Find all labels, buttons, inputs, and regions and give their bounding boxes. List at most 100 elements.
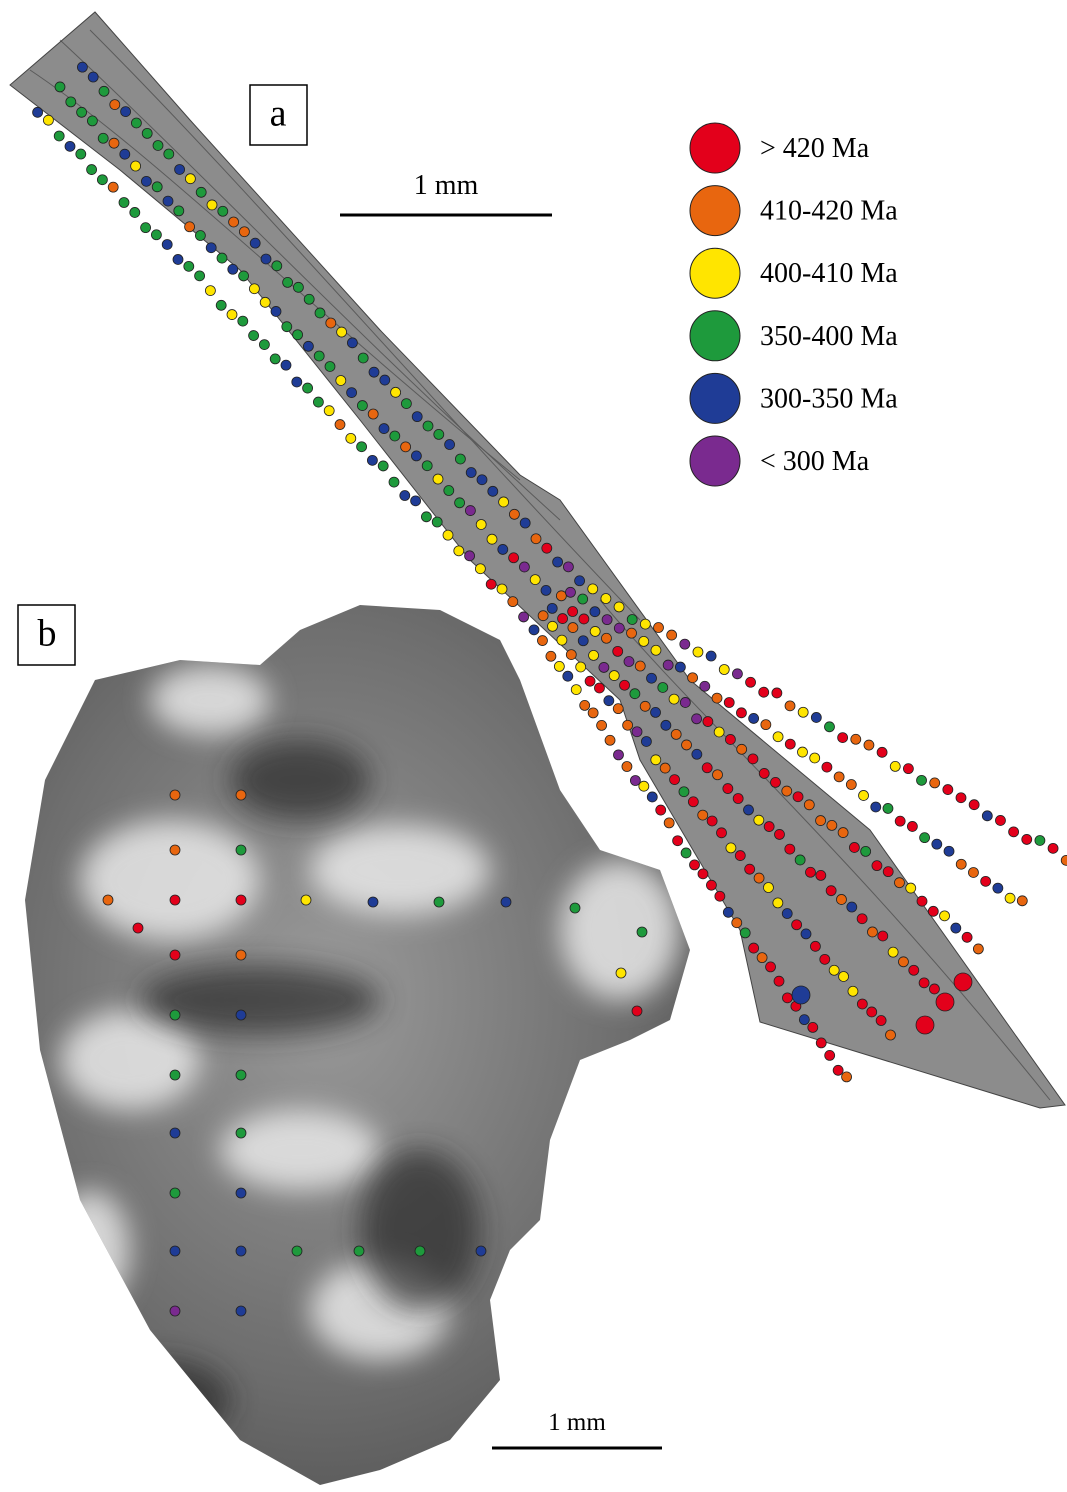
spot xyxy=(410,450,422,462)
spot xyxy=(634,660,646,672)
spot xyxy=(237,315,249,327)
spot xyxy=(798,1014,810,1026)
spot xyxy=(598,662,610,673)
spot xyxy=(655,804,667,816)
spot xyxy=(367,408,379,420)
spot xyxy=(943,845,955,857)
spot xyxy=(739,927,751,939)
spot xyxy=(205,242,217,254)
spot xyxy=(929,777,941,789)
spot xyxy=(955,858,967,870)
legend-label: 400-410 Ma xyxy=(760,258,898,289)
spot xyxy=(556,634,568,646)
spot xyxy=(235,949,247,961)
spot xyxy=(281,321,293,333)
spot xyxy=(885,1029,896,1041)
spot xyxy=(183,260,195,272)
spot xyxy=(846,901,858,913)
spot xyxy=(108,137,120,149)
spot xyxy=(323,405,335,417)
spot xyxy=(227,263,239,275)
legend-swatch xyxy=(689,122,741,174)
spot xyxy=(819,953,831,965)
spot xyxy=(442,529,454,541)
spot xyxy=(567,606,579,617)
spot xyxy=(705,650,717,662)
spot xyxy=(753,872,765,884)
spot xyxy=(235,894,247,906)
spot xyxy=(150,229,162,241)
spot xyxy=(641,736,652,747)
spot xyxy=(732,793,744,804)
spot xyxy=(601,614,613,626)
spot xyxy=(65,96,77,108)
spot xyxy=(856,913,868,925)
spot xyxy=(725,842,737,854)
spot xyxy=(968,867,979,878)
spot xyxy=(1047,842,1059,854)
scale-label: 1 mm xyxy=(548,1409,606,1436)
spot xyxy=(629,775,641,786)
spot xyxy=(918,977,930,989)
spot xyxy=(942,784,954,795)
spot xyxy=(894,815,906,827)
spot xyxy=(577,635,589,647)
spot xyxy=(130,117,142,129)
spot xyxy=(169,789,181,801)
spot xyxy=(530,533,542,545)
spot xyxy=(378,423,390,434)
spot xyxy=(797,746,808,758)
spot xyxy=(863,739,875,751)
spot xyxy=(588,649,599,661)
spot xyxy=(748,713,760,724)
spot xyxy=(691,748,703,760)
spot xyxy=(53,130,65,142)
spot xyxy=(815,1037,827,1049)
spot xyxy=(162,195,174,207)
spot xyxy=(939,910,950,922)
spot xyxy=(927,905,939,917)
spot xyxy=(824,721,835,733)
spot xyxy=(356,441,368,453)
spot xyxy=(465,467,477,478)
spot xyxy=(756,952,768,964)
spot xyxy=(570,684,582,696)
spot xyxy=(271,260,283,272)
spot xyxy=(130,160,142,172)
spot xyxy=(388,476,400,488)
spot xyxy=(803,799,815,811)
spot xyxy=(646,672,657,684)
spot xyxy=(587,707,599,719)
spot xyxy=(1016,895,1028,907)
spot xyxy=(312,396,324,408)
spot xyxy=(646,791,658,803)
sample-b xyxy=(25,605,690,1485)
spot xyxy=(194,270,206,282)
spot xyxy=(870,801,882,813)
spot xyxy=(765,961,776,973)
spot xyxy=(565,586,576,598)
spot xyxy=(662,659,674,671)
spot xyxy=(574,575,585,587)
legend: > 420 Ma 410-420 Ma 400-410 Ma 350-400 Ma 30… xyxy=(689,122,898,487)
spot xyxy=(357,352,369,364)
spot xyxy=(613,749,624,761)
spot xyxy=(784,738,796,750)
spot xyxy=(184,221,196,233)
spot xyxy=(935,992,955,1012)
spot xyxy=(826,819,838,831)
spot xyxy=(485,578,497,590)
spot xyxy=(345,432,357,444)
spot xyxy=(356,400,368,411)
spot xyxy=(876,746,888,758)
spot xyxy=(537,635,548,646)
panel-label: a xyxy=(270,93,287,135)
spot xyxy=(701,762,713,774)
spot xyxy=(639,700,651,712)
spot xyxy=(809,752,821,764)
spot xyxy=(336,326,348,338)
spot xyxy=(929,983,940,995)
spot xyxy=(882,803,894,814)
spot xyxy=(169,844,181,856)
spot xyxy=(745,676,756,688)
